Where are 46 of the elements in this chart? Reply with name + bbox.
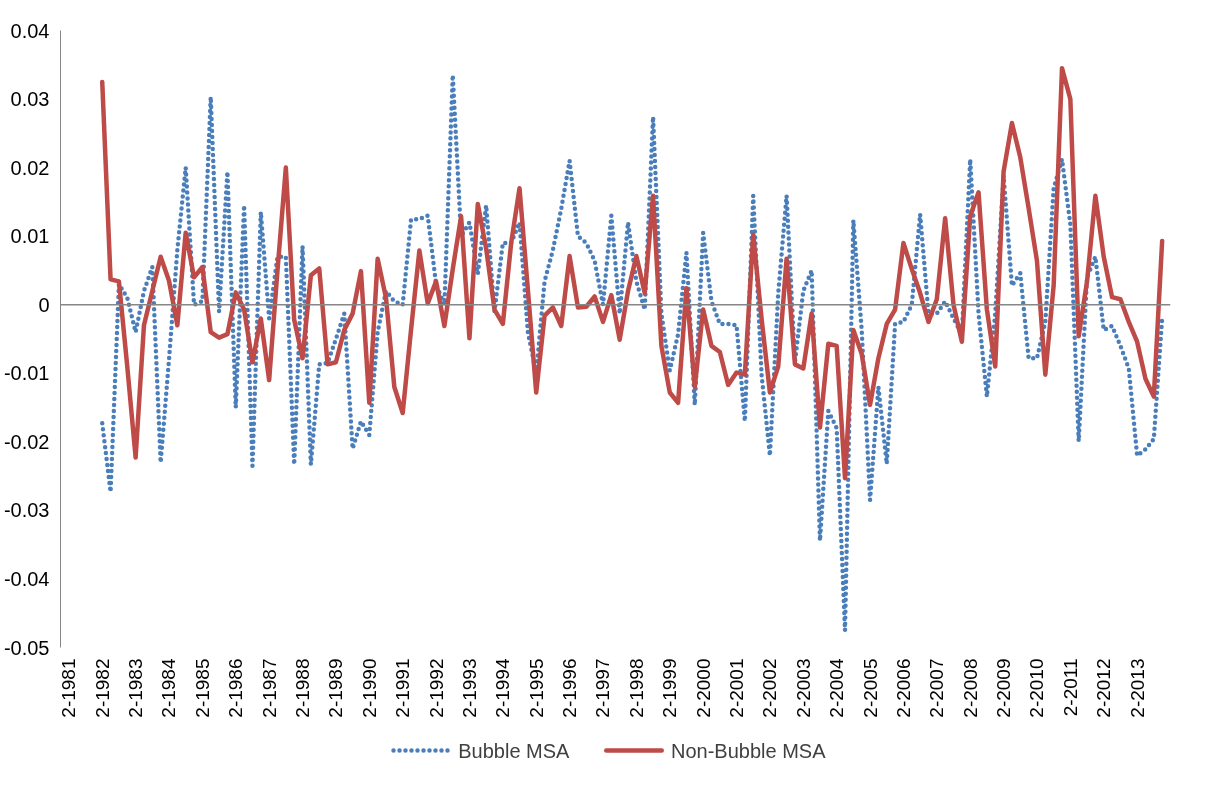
y-tick-label: -0.02 <box>3 430 50 453</box>
x-tick-label: 2-2003 <box>792 658 814 718</box>
y-tick-label: 0.03 <box>10 88 50 111</box>
x-tick-label: 2-2012 <box>1093 658 1115 718</box>
x-tick-label: 2-1984 <box>158 658 180 718</box>
x-tick-label: 2-2000 <box>692 658 714 718</box>
x-tick-label: 2-1983 <box>125 658 147 718</box>
y-tick-label: -0.05 <box>3 636 50 659</box>
x-tick-label: 2-1981 <box>58 658 80 718</box>
x-tick-label: 2-1997 <box>592 658 614 718</box>
x-tick-label: 2-2006 <box>892 658 914 718</box>
x-tick-label: 2-1985 <box>191 658 213 718</box>
x-tick-label: 2-2010 <box>1026 658 1048 718</box>
x-tick-label: 2-1998 <box>625 658 647 718</box>
legend-label: Non-Bubble MSA <box>671 739 827 762</box>
y-tick-label: -0.03 <box>3 499 50 522</box>
x-tick-label: 2-1986 <box>225 658 247 718</box>
x-tick-label: 2-2004 <box>826 658 848 718</box>
line-series <box>99 65 1165 481</box>
x-tick-label: 2-1995 <box>525 658 547 718</box>
y-tick-label: 0.01 <box>10 225 50 248</box>
x-tick-label: 2-2007 <box>926 658 948 718</box>
x-tick-label: 2-1990 <box>358 658 380 718</box>
x-tick-label: 2-2013 <box>1126 658 1148 718</box>
x-tick-label: 2-2011 <box>1059 658 1081 717</box>
x-tick-label: 2-1996 <box>559 658 581 718</box>
x-tick-label: 2-1988 <box>292 658 314 718</box>
y-tick-label: 0.04 <box>10 19 50 42</box>
x-tick-label: 2-1987 <box>258 658 280 718</box>
x-tick-label: 2-2001 <box>726 658 748 718</box>
x-tick-label: 2-2005 <box>859 658 881 718</box>
y-tick-label: 0.02 <box>10 156 50 179</box>
x-tick-label: 2-2008 <box>959 658 981 718</box>
x-tick-label: 2-1992 <box>425 658 447 718</box>
y-tick-label: -0.04 <box>3 567 50 590</box>
x-tick-label: 2-1999 <box>659 658 681 718</box>
x-tick-label: 2-1991 <box>392 658 414 718</box>
x-tick-label: 2-2002 <box>759 658 781 718</box>
x-tick-label: 2-1994 <box>492 658 514 718</box>
y-tick-label: 0 <box>38 293 50 316</box>
x-tick-label: 2-1982 <box>91 658 113 718</box>
x-tick-label: 2-1993 <box>458 658 480 718</box>
x-tick-label: 2-2009 <box>993 658 1015 718</box>
legend-label: Bubble MSA <box>458 739 571 762</box>
x-tick-label: 2-1989 <box>325 658 347 718</box>
y-tick-label: -0.01 <box>3 362 50 385</box>
